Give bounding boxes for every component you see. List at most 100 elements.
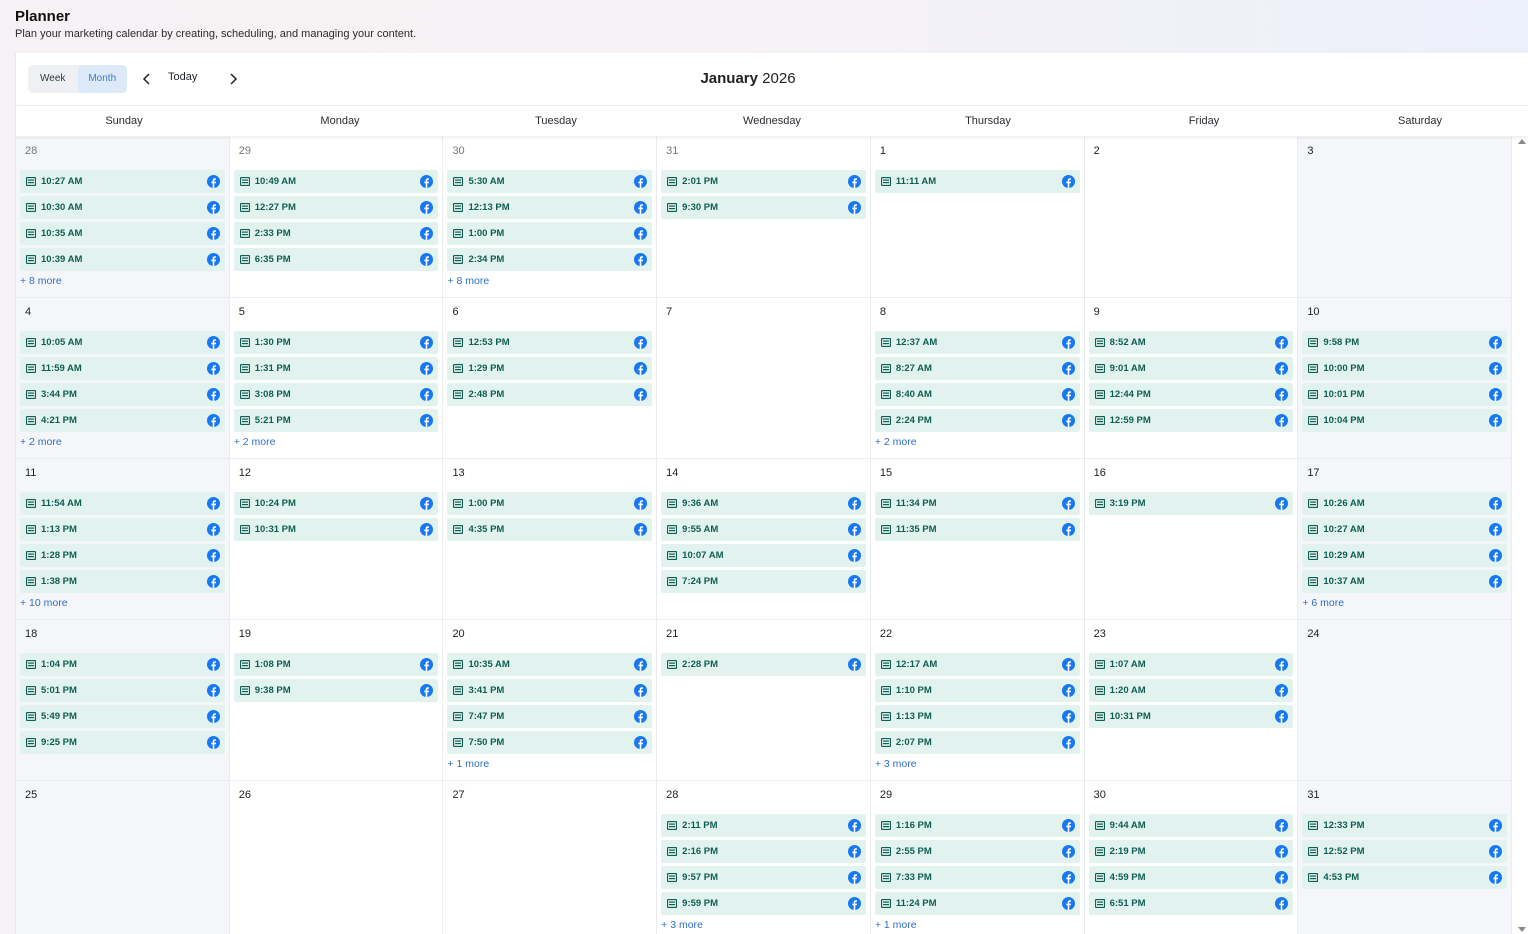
more-posts-link[interactable]: + 1 more	[447, 758, 490, 770]
scheduled-post[interactable]: 1:08 PM	[233, 653, 439, 676]
day-cell[interactable]: 17 10:26 AM 10:27 AM 10:29 AM 10:37 AM + 6 mo…	[1298, 459, 1513, 619]
day-cell[interactable]: 8 12:37 AM 8:27 AM 8:40 AM 2:24 PM + 2 more	[871, 298, 1085, 458]
scheduled-post[interactable]: 8:40 AM	[874, 383, 1080, 406]
scheduled-post[interactable]: 6:35 PM	[233, 248, 439, 271]
scheduled-post[interactable]: 1:10 PM	[874, 679, 1080, 702]
scheduled-post[interactable]: 7:47 PM	[447, 705, 653, 728]
scheduled-post[interactable]: 1:29 PM	[447, 357, 653, 380]
scheduled-post[interactable]: 5:30 AM	[447, 170, 653, 193]
day-cell[interactable]: 9 8:52 AM 9:01 AM 12:44 PM 12:59 PM	[1085, 298, 1299, 458]
scheduled-post[interactable]: 10:30 AM	[20, 196, 225, 219]
scheduled-post[interactable]: 11:54 AM	[20, 492, 225, 515]
scheduled-post[interactable]: 2:01 PM	[661, 170, 866, 193]
scheduled-post[interactable]: 10:31 PM	[1088, 705, 1294, 728]
scheduled-post[interactable]: 4:53 PM	[1302, 866, 1508, 889]
scheduled-post[interactable]: 9:55 AM	[661, 518, 866, 541]
scheduled-post[interactable]: 9:36 AM	[661, 492, 866, 515]
scheduled-post[interactable]: 12:44 PM	[1088, 383, 1294, 406]
today-button[interactable]: Today	[168, 71, 198, 83]
day-cell[interactable]: 7	[657, 298, 871, 458]
scheduled-post[interactable]: 1:20 AM	[1088, 679, 1294, 702]
day-cell[interactable]: 4 10:05 AM 11:59 AM 3:44 PM 4:21 PM + 2 more	[16, 298, 230, 458]
day-cell[interactable]: 24	[1298, 620, 1513, 780]
scheduled-post[interactable]: 10:37 AM	[1302, 570, 1508, 593]
scheduled-post[interactable]: 10:35 AM	[447, 653, 653, 676]
scheduled-post[interactable]: 1:07 AM	[1088, 653, 1294, 676]
vertical-scrollbar[interactable]	[1515, 137, 1528, 934]
more-posts-link[interactable]: + 3 more	[874, 758, 917, 770]
day-cell[interactable]: 10 9:58 PM 10:00 PM 10:01 PM 10:04 PM	[1298, 298, 1513, 458]
day-cell[interactable]: 20 10:35 AM 3:41 PM 7:47 PM 7:50 PM + 1 more	[443, 620, 658, 780]
month-view-button[interactable]: Month	[77, 65, 127, 93]
scheduled-post[interactable]: 10:27 AM	[20, 170, 225, 193]
scheduled-post[interactable]: 10:26 AM	[1302, 492, 1508, 515]
scheduled-post[interactable]: 10:07 AM	[661, 544, 866, 567]
scheduled-post[interactable]: 10:49 AM	[233, 170, 439, 193]
day-cell[interactable]: 5 1:30 PM 1:31 PM 3:08 PM 5:21 PM + 2 more	[230, 298, 444, 458]
scheduled-post[interactable]: 9:44 AM	[1088, 814, 1294, 837]
scroll-down-arrow-icon[interactable]	[1518, 927, 1526, 932]
scheduled-post[interactable]: 1:00 PM	[447, 492, 653, 515]
scheduled-post[interactable]: 9:01 AM	[1088, 357, 1294, 380]
day-cell[interactable]: 23 1:07 AM 1:20 AM 10:31 PM	[1085, 620, 1299, 780]
more-posts-link[interactable]: + 8 more	[20, 275, 62, 287]
scheduled-post[interactable]: 12:52 PM	[1302, 840, 1508, 863]
scheduled-post[interactable]: 11:11 AM	[874, 170, 1080, 193]
scheduled-post[interactable]: 2:11 PM	[661, 814, 866, 837]
scheduled-post[interactable]: 12:33 PM	[1302, 814, 1508, 837]
scheduled-post[interactable]: 11:35 PM	[874, 518, 1080, 541]
day-cell[interactable]: 2	[1085, 137, 1299, 297]
scheduled-post[interactable]: 12:37 AM	[874, 331, 1080, 354]
day-cell[interactable]: 19 1:08 PM 9:38 PM	[230, 620, 444, 780]
scheduled-post[interactable]: 1:00 PM	[447, 222, 653, 245]
scheduled-post[interactable]: 3:19 PM	[1088, 492, 1294, 515]
scheduled-post[interactable]: 2:28 PM	[661, 653, 866, 676]
more-posts-link[interactable]: + 3 more	[661, 919, 703, 931]
scheduled-post[interactable]: 10:29 AM	[1302, 544, 1508, 567]
scheduled-post[interactable]: 10:35 AM	[20, 222, 225, 245]
scheduled-post[interactable]: 7:50 PM	[447, 731, 653, 754]
scheduled-post[interactable]: 3:41 PM	[447, 679, 653, 702]
more-posts-link[interactable]: + 2 more	[874, 436, 917, 448]
day-cell[interactable]: 30 5:30 AM 12:13 PM 1:00 PM 2:34 PM + 8 more	[443, 137, 658, 297]
scheduled-post[interactable]: 2:16 PM	[661, 840, 866, 863]
scheduled-post[interactable]: 9:38 PM	[233, 679, 439, 702]
day-cell[interactable]: 12 10:24 PM 10:31 PM	[230, 459, 444, 619]
day-cell[interactable]: 31 12:33 PM 12:52 PM 4:53 PM	[1298, 781, 1513, 934]
scheduled-post[interactable]: 12:59 PM	[1088, 409, 1294, 432]
scheduled-post[interactable]: 8:52 AM	[1088, 331, 1294, 354]
scheduled-post[interactable]: 1:04 PM	[20, 653, 225, 676]
scheduled-post[interactable]: 12:13 PM	[447, 196, 653, 219]
day-cell[interactable]: 1 11:11 AM	[871, 137, 1085, 297]
scheduled-post[interactable]: 10:01 PM	[1302, 383, 1508, 406]
scheduled-post[interactable]: 1:16 PM	[874, 814, 1080, 837]
scheduled-post[interactable]: 6:51 PM	[1088, 892, 1294, 915]
scheduled-post[interactable]: 10:39 AM	[20, 248, 225, 271]
scheduled-post[interactable]: 10:24 PM	[233, 492, 439, 515]
day-cell[interactable]: 16 3:19 PM	[1085, 459, 1299, 619]
day-cell[interactable]: 22 12:17 AM 1:10 PM 1:13 PM 2:07 PM + 3 more	[871, 620, 1085, 780]
scheduled-post[interactable]: 2:55 PM	[874, 840, 1080, 863]
day-cell[interactable]: 31 2:01 PM 9:30 PM	[657, 137, 871, 297]
scheduled-post[interactable]: 2:33 PM	[233, 222, 439, 245]
scheduled-post[interactable]: 1:28 PM	[20, 544, 225, 567]
more-posts-link[interactable]: + 8 more	[447, 275, 490, 287]
next-month-button[interactable]	[223, 69, 243, 89]
day-cell[interactable]: 28 10:27 AM 10:30 AM 10:35 AM 10:39 AM + 8 mo…	[16, 137, 230, 297]
scheduled-post[interactable]: 2:24 PM	[874, 409, 1080, 432]
scheduled-post[interactable]: 9:57 PM	[661, 866, 866, 889]
day-cell[interactable]: 13 1:00 PM 4:35 PM	[443, 459, 658, 619]
scheduled-post[interactable]: 2:07 PM	[874, 731, 1080, 754]
scheduled-post[interactable]: 11:34 PM	[874, 492, 1080, 515]
scheduled-post[interactable]: 4:59 PM	[1088, 866, 1294, 889]
week-view-button[interactable]: Week	[40, 73, 66, 84]
more-posts-link[interactable]: + 2 more	[20, 436, 62, 448]
scheduled-post[interactable]: 11:24 PM	[874, 892, 1080, 915]
day-cell[interactable]: 11 11:54 AM 1:13 PM 1:28 PM 1:38 PM + 10 more	[16, 459, 230, 619]
scheduled-post[interactable]: 4:21 PM	[20, 409, 225, 432]
previous-month-button[interactable]	[137, 69, 157, 89]
day-cell[interactable]: 3	[1298, 137, 1513, 297]
more-posts-link[interactable]: + 6 more	[1302, 597, 1345, 609]
more-posts-link[interactable]: + 10 more	[20, 597, 68, 609]
scheduled-post[interactable]: 1:13 PM	[874, 705, 1080, 728]
